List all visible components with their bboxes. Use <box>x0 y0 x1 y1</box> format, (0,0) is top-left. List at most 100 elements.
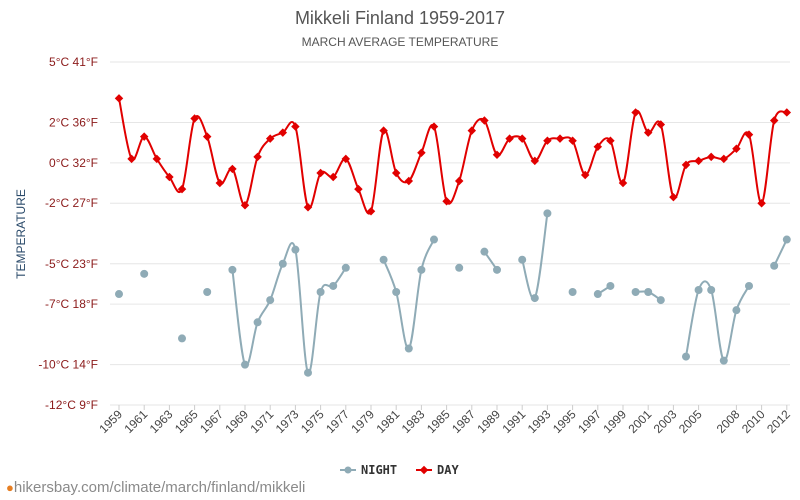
day-point <box>429 122 439 131</box>
day-point <box>366 207 376 216</box>
night-point <box>707 285 716 294</box>
night-point <box>606 281 615 290</box>
night-point <box>568 288 577 297</box>
x-tick-label: 1983 <box>399 407 428 436</box>
day-point <box>190 114 199 123</box>
night-point <box>770 261 779 270</box>
y-tick-label: 0°C 32°F <box>49 156 98 170</box>
night-point <box>140 269 149 278</box>
night-point <box>304 368 312 377</box>
x-tick-label: 2005 <box>676 407 705 436</box>
night-point <box>745 281 753 290</box>
day-point <box>291 122 300 131</box>
day-point <box>328 172 338 182</box>
x-tick-label: 1967 <box>197 407 226 436</box>
y-tick-label: -5°C 23°F <box>45 257 98 271</box>
chart-legend: NIGHT DAY <box>340 463 459 477</box>
chart-subtitle: MARCH AVERAGE TEMPERATURE <box>302 35 499 49</box>
night-line-segment <box>382 239 435 350</box>
night-point <box>203 288 212 297</box>
night-point <box>417 265 426 274</box>
day-line <box>118 98 788 215</box>
night-point <box>241 360 249 369</box>
day-point <box>114 94 124 103</box>
x-tick-label: 1963 <box>147 407 176 436</box>
x-tick-label: 2010 <box>739 407 768 436</box>
night-point <box>455 263 464 272</box>
x-tick-label: 1961 <box>122 407 151 436</box>
legend-day-marker <box>419 465 429 475</box>
night-point <box>329 281 338 290</box>
night-line-segment <box>521 213 549 300</box>
day-point <box>215 178 225 188</box>
y-tick-label: -10°C 14°F <box>38 358 98 372</box>
day-point <box>265 134 275 143</box>
x-tick-label: 1977 <box>323 407 352 436</box>
y-tick-label: 5°C 41°F <box>49 55 98 69</box>
day-point <box>228 164 237 174</box>
watermark[interactable]: ●hikersbay.com/climate/march/finland/mik… <box>6 479 305 496</box>
day-point <box>202 132 212 141</box>
day-point <box>694 156 703 166</box>
day-point <box>782 108 792 117</box>
night-point <box>379 255 388 264</box>
day-point <box>139 132 149 141</box>
night-series <box>115 209 791 377</box>
night-point <box>278 259 287 268</box>
night-point <box>530 294 539 303</box>
x-tick-label: 1965 <box>172 407 201 436</box>
x-tick-label: 1973 <box>273 407 302 436</box>
night-point <box>631 288 640 297</box>
day-point <box>719 154 729 164</box>
night-point <box>228 265 237 274</box>
legend-night-marker <box>344 466 352 474</box>
y-tick-label: 2°C 36°F <box>49 116 98 130</box>
x-tick-label: 1971 <box>248 407 277 436</box>
y-tick-label: -7°C 18°F <box>45 297 98 311</box>
day-point <box>404 176 414 186</box>
x-tick-label: 2001 <box>626 407 655 436</box>
x-tick-label: 1997 <box>575 407 604 436</box>
night-point <box>656 296 665 305</box>
night-point <box>392 288 401 297</box>
day-point <box>769 116 779 125</box>
night-point <box>480 247 489 256</box>
x-tick-label: 1991 <box>500 407 529 436</box>
chart-title: Mikkeli Finland 1959-2017 <box>295 8 505 28</box>
night-point <box>493 265 501 274</box>
x-tick-label: 1989 <box>474 407 503 436</box>
y-axis-ticks: 5°C 41°F 2°C 36°F 0°C 32°F -2°C 27°F -5°C 23… <box>38 55 98 412</box>
day-point <box>442 196 451 206</box>
day-point <box>177 184 187 194</box>
night-point <box>316 288 325 297</box>
day-point <box>391 168 401 178</box>
night-point <box>732 306 741 315</box>
day-point <box>278 128 288 137</box>
day-point <box>253 152 262 162</box>
day-point <box>492 150 502 160</box>
day-point <box>152 154 162 164</box>
x-tick-label: 1993 <box>525 407 554 436</box>
x-tick-label: 2012 <box>764 407 793 436</box>
x-tick-label: 1981 <box>374 407 403 436</box>
night-point <box>518 255 527 264</box>
night-line-segment <box>231 242 347 374</box>
night-point <box>644 288 653 297</box>
night-line-segment <box>685 280 750 362</box>
night-point <box>341 263 350 272</box>
day-point <box>555 134 565 143</box>
x-tick-label: 1979 <box>348 407 377 436</box>
day-point <box>354 184 363 194</box>
watermark-url: hikersbay.com/climate/march/finland/mikk… <box>13 479 306 496</box>
day-point <box>316 168 325 178</box>
day-point <box>127 154 136 164</box>
night-point <box>178 334 186 343</box>
day-point <box>706 152 716 162</box>
night-point <box>115 290 123 299</box>
x-tick-label: 1985 <box>424 407 453 436</box>
day-point <box>631 108 640 117</box>
x-tick-label: 1987 <box>449 407 478 436</box>
night-point <box>682 352 690 361</box>
legend-night-label: NIGHT <box>361 463 397 477</box>
